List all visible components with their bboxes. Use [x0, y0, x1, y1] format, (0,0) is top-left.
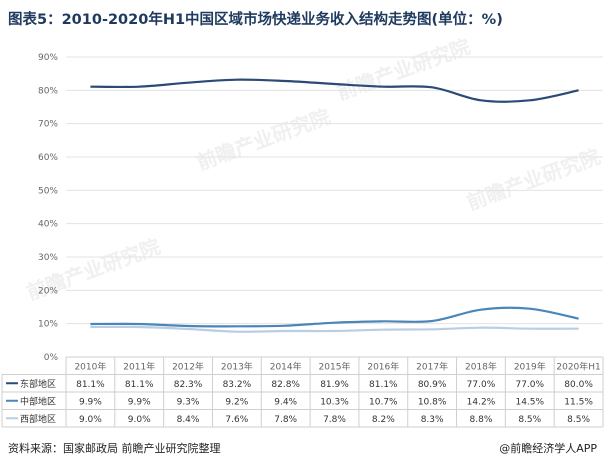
data-label: 8.2% [372, 415, 395, 425]
data-label: 9.3% [177, 398, 200, 408]
brand-credit: @前瞻经济学人APP [499, 442, 597, 455]
data-label: 9.2% [225, 398, 248, 408]
data-label: 11.5% [564, 398, 593, 408]
x-tick-label: 2011年 [123, 361, 155, 373]
watermark-text: 前瞻产业研究院 [464, 144, 604, 214]
data-label: 8.4% [177, 415, 200, 425]
data-label: 81.9% [320, 380, 349, 390]
data-label: 14.2% [467, 398, 496, 408]
y-tick-label: 20% [38, 286, 58, 296]
data-label: 7.6% [225, 415, 248, 425]
legend-label: 中部地区 [20, 396, 56, 408]
x-tick-label: 2019年 [514, 361, 546, 373]
data-label: 9.0% [79, 415, 102, 425]
y-tick-label: 80% [38, 86, 58, 96]
x-tick-label: 2017年 [416, 361, 448, 373]
data-label: 9.0% [128, 415, 151, 425]
y-tick-label: 70% [38, 120, 58, 130]
y-tick-label: 90% [38, 53, 58, 63]
y-tick-label: 40% [38, 220, 58, 230]
data-label: 9.9% [79, 398, 102, 408]
data-label: 82.8% [271, 380, 300, 390]
legend-label: 东部地区 [20, 378, 56, 390]
data-label: 10.3% [320, 398, 349, 408]
data-label: 7.8% [323, 415, 346, 425]
data-label: 8.5% [567, 415, 590, 425]
x-tick-label: 2014年 [270, 361, 302, 373]
x-tick-label: 2020年H1 [556, 361, 600, 373]
data-label: 14.5% [515, 398, 544, 408]
data-label: 8.5% [518, 415, 541, 425]
data-label: 9.9% [128, 398, 151, 408]
data-label: 8.3% [421, 415, 444, 425]
x-tick-label: 2013年 [221, 361, 253, 373]
x-tick-label: 2010年 [74, 361, 106, 373]
watermark-text: 前瞻产业研究院 [194, 104, 334, 174]
data-label: 81.1% [125, 380, 154, 390]
y-tick-label: 0% [44, 353, 59, 363]
data-label: 10.7% [369, 398, 398, 408]
data-label: 77.0% [467, 380, 496, 390]
data-label: 8.8% [470, 415, 493, 425]
data-label: 9.4% [274, 398, 297, 408]
y-tick-label: 30% [38, 253, 58, 263]
data-label: 82.3% [174, 380, 203, 390]
x-tick-label: 2018年 [465, 361, 497, 373]
x-tick-label: 2015年 [319, 361, 351, 373]
legend-label: 西部地区 [20, 413, 56, 425]
y-tick-label: 60% [38, 153, 58, 163]
data-label: 81.1% [76, 380, 105, 390]
watermark-text: 前瞻产业研究院 [334, 34, 474, 104]
data-label: 81.1% [369, 380, 398, 390]
x-tick-label: 2012年 [172, 361, 204, 373]
data-label: 83.2% [223, 380, 252, 390]
x-tick-label: 2016年 [367, 361, 399, 373]
y-tick-label: 10% [38, 320, 58, 330]
data-label: 80.9% [418, 380, 447, 390]
source-note: 资料来源：国家邮政局 前瞻产业研究院整理 [8, 442, 221, 455]
data-label: 7.8% [274, 415, 297, 425]
data-label: 77.0% [515, 380, 544, 390]
y-tick-label: 50% [38, 186, 58, 196]
data-label: 10.8% [418, 398, 447, 408]
chart-title: 图表5：2010-2020年H1中国区域市场快递业务收入结构走势图(单位：%) [8, 12, 503, 28]
data-label: 80.0% [564, 380, 593, 390]
